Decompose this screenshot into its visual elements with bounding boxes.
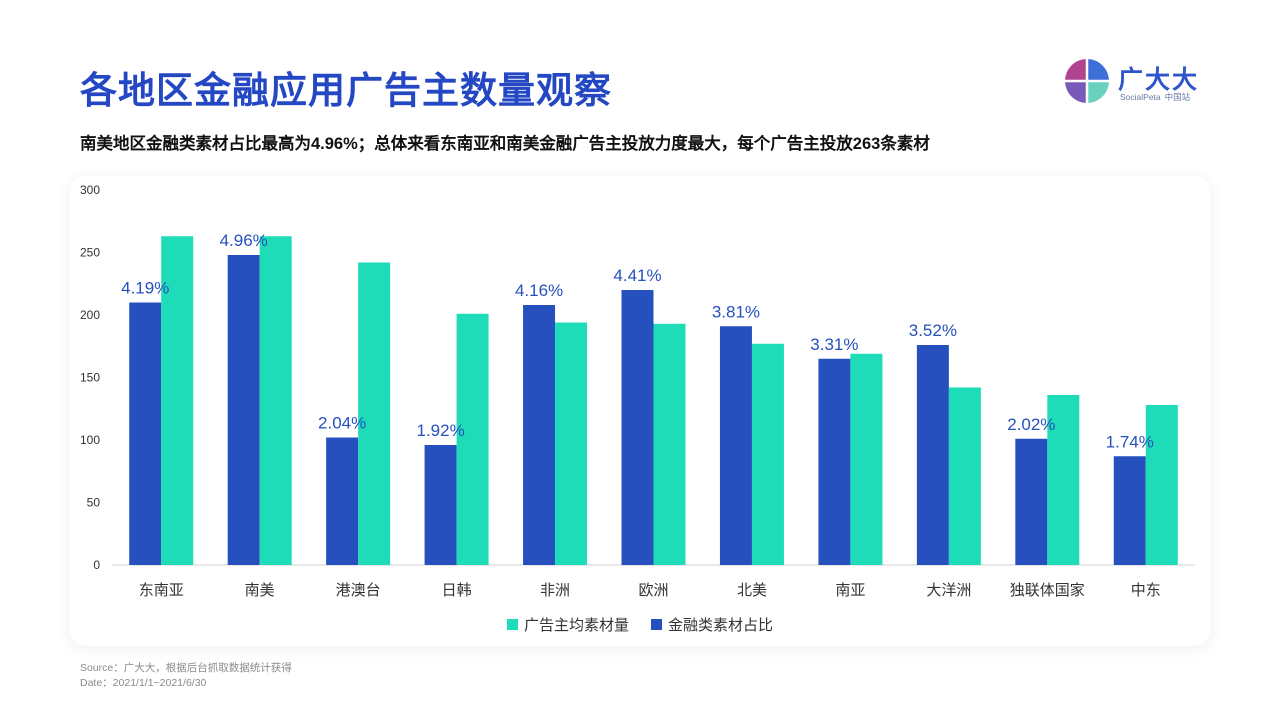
bar-finance-share bbox=[621, 290, 654, 565]
bar-avg-creatives bbox=[850, 353, 883, 565]
bar-avg-creatives bbox=[358, 262, 391, 565]
x-tick-label: 非洲 bbox=[540, 581, 570, 599]
data-label: 3.81% bbox=[712, 302, 760, 321]
bar-finance-share bbox=[326, 437, 359, 565]
bar-finance-share bbox=[916, 345, 949, 565]
logo-name: 广大大 bbox=[1118, 66, 1200, 94]
bar-avg-creatives bbox=[259, 236, 292, 565]
logo-subtitle: SocialPeta 中国站 bbox=[1120, 91, 1190, 103]
page-subtitle: 南美地区金融类素材占比最高为4.96%；总体来看东南亚和南美金融广告主投放力度最… bbox=[80, 135, 930, 153]
x-tick-label: 港澳台 bbox=[336, 581, 381, 599]
logo-mark-icon bbox=[1065, 59, 1109, 103]
bar-avg-creatives bbox=[1145, 405, 1178, 565]
legend-label-blue: 金融类素材占比 bbox=[668, 617, 774, 634]
y-tick-label: 100 bbox=[80, 433, 100, 447]
data-label: 2.04% bbox=[318, 414, 366, 433]
legend-label-teal: 广告主均素材量 bbox=[523, 617, 629, 634]
data-label: 4.19% bbox=[121, 279, 169, 298]
bar-avg-creatives bbox=[161, 236, 194, 565]
data-label: 2.02% bbox=[1007, 415, 1055, 434]
x-tick-label: 南亚 bbox=[835, 581, 865, 599]
date-text: Date：2021/1/1~2021/6/30 bbox=[80, 677, 207, 689]
x-tick-label: 独联体国家 bbox=[1010, 581, 1085, 599]
y-tick-label: 50 bbox=[87, 496, 101, 510]
bar-avg-creatives bbox=[555, 322, 588, 565]
bar-avg-creatives bbox=[948, 387, 981, 565]
data-label: 1.92% bbox=[416, 421, 464, 440]
y-tick-label: 150 bbox=[80, 371, 100, 385]
x-tick-label: 南美 bbox=[245, 581, 275, 599]
bar-finance-share bbox=[129, 302, 162, 565]
bar-finance-share bbox=[227, 255, 260, 565]
bar-avg-creatives bbox=[653, 323, 686, 565]
chart-legend: 广告主均素材量 金融类素材占比 bbox=[0, 614, 1280, 635]
bar-avg-creatives bbox=[456, 313, 489, 565]
data-label: 4.16% bbox=[515, 281, 563, 300]
legend-item-blue[interactable]: 金融类素材占比 bbox=[651, 614, 773, 635]
bar-finance-share bbox=[719, 326, 752, 565]
data-label: 4.41% bbox=[613, 266, 661, 285]
bar-finance-share bbox=[1113, 456, 1146, 565]
source-text: Source：广大大，根据后台抓取数据统计获得 bbox=[80, 662, 292, 674]
bar-finance-share bbox=[523, 305, 556, 565]
x-tick-label: 日韩 bbox=[442, 581, 472, 599]
bar-avg-creatives bbox=[751, 343, 784, 565]
data-label: 3.52% bbox=[909, 321, 957, 340]
logo-english-name: SocialPeta bbox=[1120, 92, 1161, 102]
bar-finance-share bbox=[818, 358, 851, 565]
source-note: Source：广大大，根据后台抓取数据统计获得 Date：2021/1/1~20… bbox=[80, 661, 292, 691]
data-label: 1.74% bbox=[1106, 432, 1154, 451]
x-tick-label: 欧洲 bbox=[638, 581, 668, 599]
y-tick-label: 200 bbox=[80, 308, 100, 322]
logo-region: 中国站 bbox=[1164, 92, 1191, 102]
y-tick-label: 300 bbox=[80, 183, 100, 197]
x-tick-label: 北美 bbox=[737, 581, 767, 599]
x-tick-label: 东南亚 bbox=[139, 581, 184, 599]
y-tick-label: 250 bbox=[80, 246, 100, 260]
bar-finance-share bbox=[1015, 438, 1048, 565]
brand-logo: 广大大 SocialPeta 中国站 bbox=[1064, 58, 1214, 104]
x-tick-label: 大洋洲 bbox=[926, 581, 971, 599]
y-tick-label: 0 bbox=[93, 558, 100, 572]
bar-avg-creatives bbox=[1047, 395, 1080, 565]
x-tick-label: 中东 bbox=[1131, 581, 1161, 599]
legend-item-teal[interactable]: 广告主均素材量 bbox=[506, 614, 629, 635]
legend-swatch-teal bbox=[506, 619, 518, 630]
bar-finance-share bbox=[424, 445, 457, 565]
page-title: 各地区金融应用广告主数量观察 bbox=[80, 70, 612, 111]
data-label: 4.96% bbox=[220, 231, 268, 250]
legend-swatch-blue bbox=[651, 619, 662, 630]
data-label: 3.31% bbox=[810, 335, 858, 354]
